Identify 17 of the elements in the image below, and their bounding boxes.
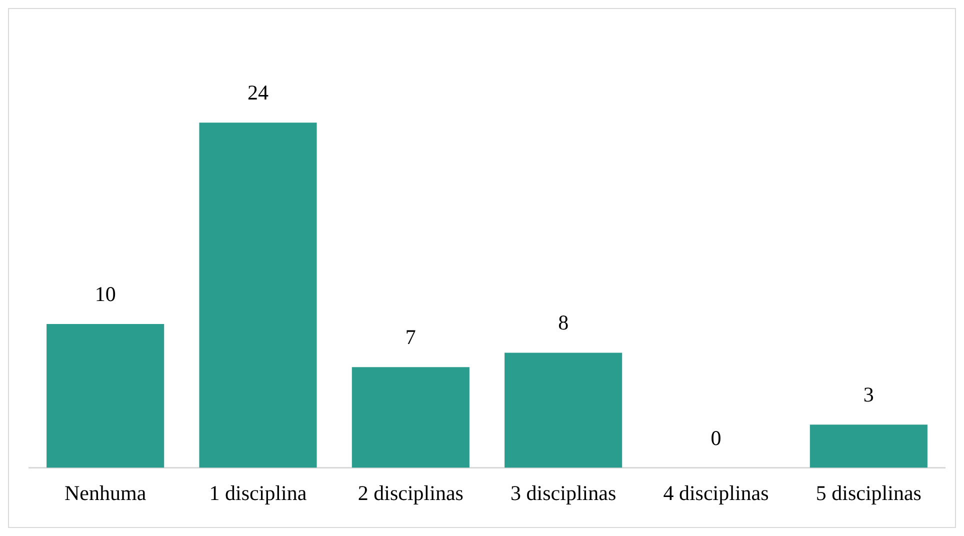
data-label: 24 <box>248 80 269 105</box>
data-label: 10 <box>94 282 116 306</box>
x-tick-label: 4 disciplinas <box>663 480 769 505</box>
x-tick-label: Nenhuma <box>64 480 147 505</box>
data-label: 0 <box>710 426 722 450</box>
data-label: 8 <box>558 310 569 335</box>
bar <box>810 424 928 468</box>
bar <box>352 367 470 468</box>
x-tick-label: 3 disciplinas <box>510 480 616 505</box>
x-tick-label: 1 disciplina <box>209 480 308 505</box>
x-tick-label: 5 disciplinas <box>816 480 922 505</box>
data-label: 7 <box>405 325 416 350</box>
x-tick-label: 2 disciplinas <box>358 480 464 505</box>
bar <box>199 122 317 468</box>
data-label: 3 <box>863 382 874 407</box>
bar <box>504 352 622 468</box>
bar <box>46 324 164 468</box>
